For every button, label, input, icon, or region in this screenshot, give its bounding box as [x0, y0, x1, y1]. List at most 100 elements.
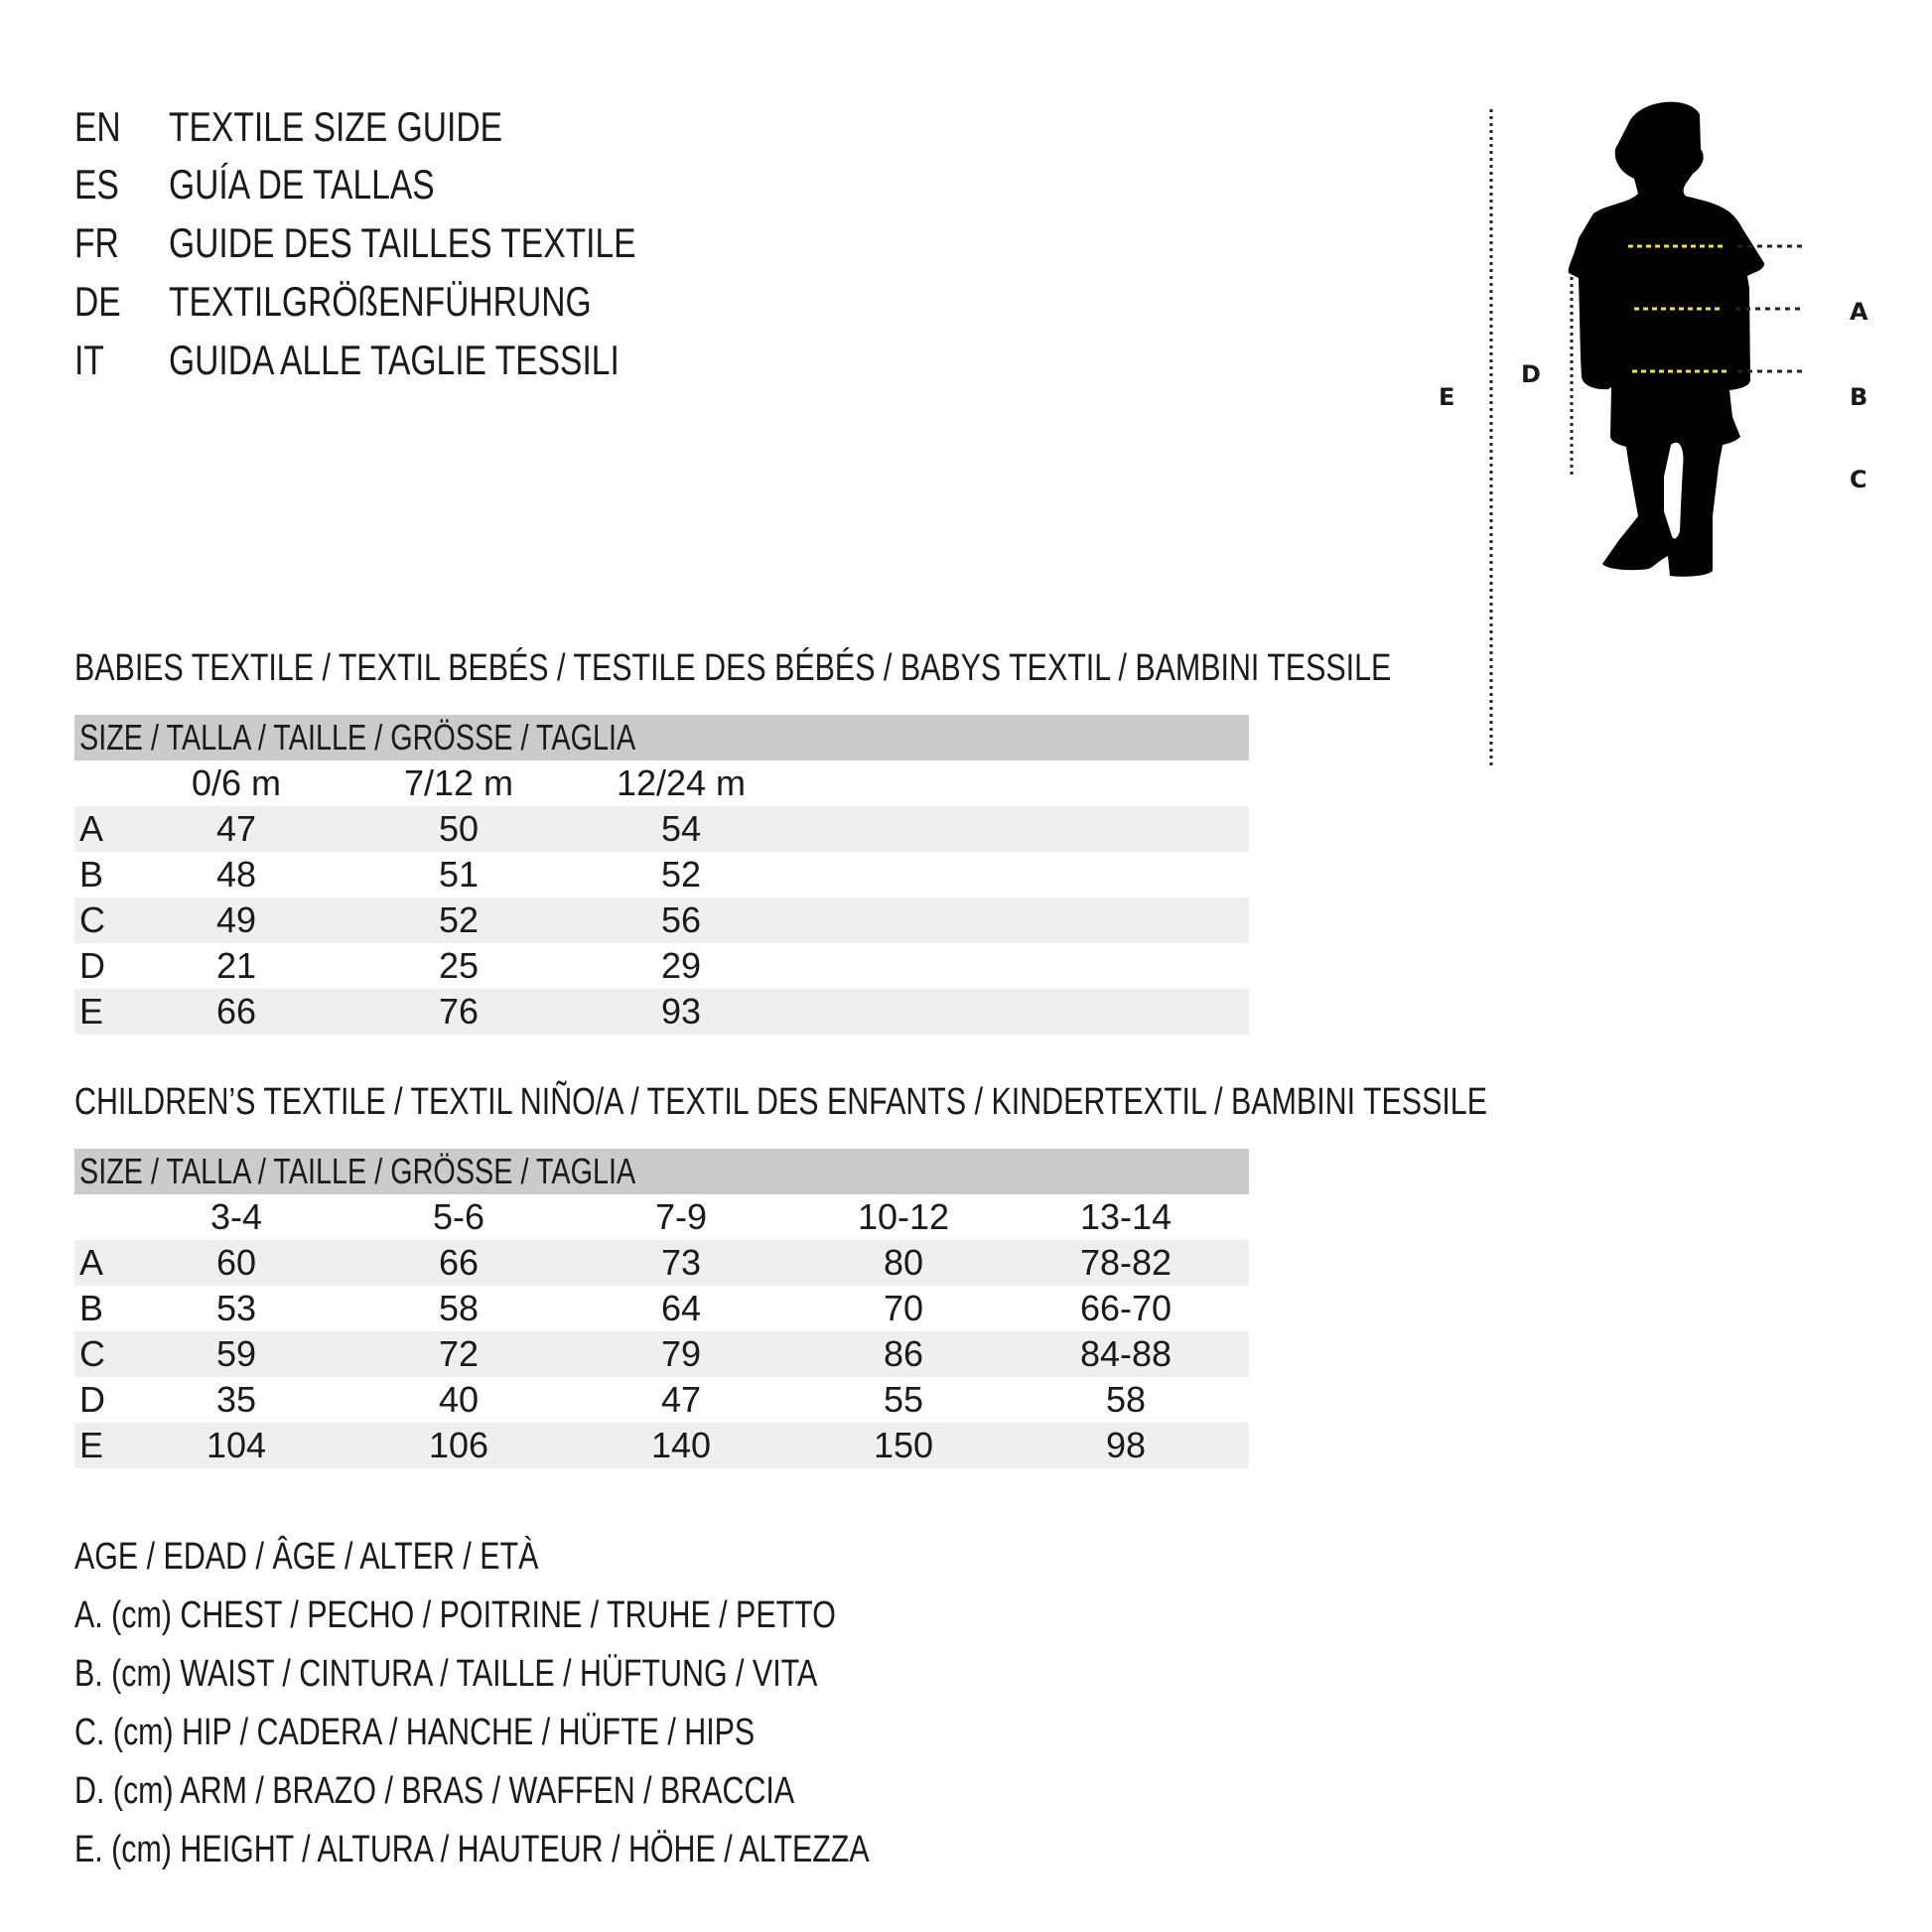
legend-c: C. (cm) HIP / CADERA / HANCHE / HÜFTE / …: [74, 1712, 756, 1753]
title-en: EN TEXTILE SIZE GUIDE: [74, 102, 968, 152]
column-header-row: 3-4 5-6 7-9 10-12 13-14: [74, 1194, 1249, 1240]
table-row: A 60 66 73 80 78-82: [74, 1240, 1249, 1286]
table-cell: 51: [438, 854, 480, 895]
table-cell: 58: [1105, 1379, 1147, 1420]
table-cell: 66-70: [1079, 1288, 1173, 1328]
legend-e: E. (cm) HEIGHT / ALTURA / HAUTEUR / HÖHE…: [74, 1829, 870, 1870]
title-text: GUIDE DES TAILLES TEXTILE: [169, 219, 636, 266]
row-label: C: [79, 1333, 105, 1374]
children-table: SIZE / TALLA / TAILLE / GRÖSSE / TAGLIA …: [74, 1149, 1249, 1468]
column-header: 3-4: [209, 1196, 263, 1237]
table-cell: 21: [215, 945, 257, 986]
column-header: 13-14: [1079, 1196, 1173, 1237]
table-cell: 64: [660, 1288, 702, 1328]
table-cell: 73: [660, 1242, 702, 1283]
child-silhouette-icon: [1568, 101, 1765, 577]
table-row: E 104 106 140 150 98: [74, 1423, 1249, 1468]
table-row: D 35 40 47 55 58: [74, 1377, 1249, 1423]
title-es: ES GUÍA DE TALLAS: [74, 160, 968, 209]
children-heading: CHILDREN’S TEXTILE / TEXTIL NIÑO/A / TEX…: [74, 1079, 1841, 1125]
row-label: D: [79, 945, 105, 986]
table-cell: 53: [215, 1288, 257, 1328]
table-cell: 47: [215, 808, 257, 849]
size-header-row: SIZE / TALLA / TAILLE / GRÖSSE / TAGLIA: [74, 1149, 1249, 1194]
lang-code: DE: [74, 278, 121, 325]
column-header: 5-6: [432, 1196, 485, 1237]
table-cell: 60: [215, 1242, 257, 1283]
lang-code: IT: [74, 337, 104, 383]
row-label: E: [79, 991, 104, 1032]
table-cell: 52: [660, 854, 702, 895]
table-cell: 50: [438, 808, 480, 849]
table-cell: 66: [215, 991, 257, 1032]
table-row: E 66 76 93: [74, 989, 1249, 1035]
column-header: 0/6 m: [191, 762, 282, 803]
table-cell: 58: [438, 1288, 480, 1328]
babies-table: SIZE / TALLA / TAILLE / GRÖSSE / TAGLIA …: [74, 715, 1249, 1035]
table-cell: 80: [883, 1242, 924, 1283]
table-cell: 140: [650, 1425, 712, 1465]
table-cell: 78-82: [1079, 1242, 1173, 1283]
table-cell: 76: [438, 991, 480, 1032]
legend-d: D. (cm) ARM / BRAZO / BRAS / WAFFEN / BR…: [74, 1770, 795, 1812]
legend-b: B. (cm) WAIST / CINTURA / TAILLE / HÜFTU…: [74, 1653, 818, 1695]
size-header-row: SIZE / TALLA / TAILLE / GRÖSSE / TAGLIA: [74, 715, 1249, 760]
table-cell: 72: [438, 1333, 480, 1374]
label-c: C: [1850, 466, 1867, 493]
legend-a: A. (cm) CHEST / PECHO / POITRINE / TRUHE…: [74, 1594, 836, 1636]
row-label: B: [79, 1288, 104, 1328]
table-row: C 59 72 79 86 84-88: [74, 1331, 1249, 1377]
table-cell: 84-88: [1079, 1333, 1173, 1374]
column-header: 7-9: [654, 1196, 708, 1237]
label-e: E: [1439, 383, 1455, 411]
babies-heading: BABIES TEXTILE / TEXTIL BEBÉS / TESTILE …: [74, 645, 1721, 691]
table-cell: 59: [215, 1333, 257, 1374]
table-cell: 70: [883, 1288, 924, 1328]
column-header: 7/12 m: [403, 762, 514, 803]
table-row: C 49 52 56: [74, 897, 1249, 943]
lang-code: EN: [74, 103, 121, 150]
child-silhouette-figure: [1489, 101, 1802, 769]
column-header-row: 0/6 m 7/12 m 12/24 m: [74, 760, 1249, 806]
table-row: B 48 51 52: [74, 852, 1249, 897]
table-row: D 21 25 29: [74, 943, 1249, 989]
table-cell: 66: [438, 1242, 480, 1283]
table-row: B 53 58 64 70 66-70: [74, 1286, 1249, 1331]
table-cell: 49: [215, 899, 257, 940]
legend-age: AGE / EDAD / ÂGE / ALTER / ETÀ: [74, 1536, 539, 1578]
babies-table-body: A 47 50 54 B 48 51 52 C 49 52 56 D 21 25 29 E 66 76 93: [74, 806, 1249, 1035]
title-de: DE TEXTILGRÖßENFÜHRUNG: [74, 277, 968, 327]
table-cell: 56: [660, 899, 702, 940]
table-cell: 35: [215, 1379, 257, 1420]
table-cell: 106: [428, 1425, 489, 1465]
table-cell: 48: [215, 854, 257, 895]
table-cell: 86: [883, 1333, 924, 1374]
babies-heading-text: BABIES TEXTILE / TEXTIL BEBÉS / TESTILE …: [74, 647, 1392, 689]
lang-code: ES: [74, 161, 119, 207]
table-cell: 79: [660, 1333, 702, 1374]
title-text: GUIDA ALLE TAGLIE TESSILI: [169, 337, 620, 383]
row-label: A: [79, 1242, 104, 1283]
table-row: A 47 50 54: [74, 806, 1249, 852]
table-cell: 47: [660, 1379, 702, 1420]
table-cell: 25: [438, 945, 480, 986]
table-cell: 104: [206, 1425, 267, 1465]
row-label: B: [79, 854, 104, 895]
title-text: TEXTILGRÖßENFÜHRUNG: [169, 278, 592, 325]
title-text: GUÍA DE TALLAS: [169, 161, 435, 207]
table-cell: 40: [438, 1379, 480, 1420]
lang-code: FR: [74, 219, 119, 266]
table-cell: 93: [660, 991, 702, 1032]
row-label: A: [79, 808, 104, 849]
table-cell: 55: [883, 1379, 924, 1420]
table-cell: 29: [660, 945, 702, 986]
label-b: B: [1850, 383, 1868, 411]
row-label: D: [79, 1379, 105, 1420]
table-cell: 52: [438, 899, 480, 940]
title-it: IT GUIDA ALLE TAGLIE TESSILI: [74, 336, 968, 385]
title-text: TEXTILE SIZE GUIDE: [169, 103, 503, 150]
label-a: A: [1850, 298, 1868, 326]
title-fr: FR GUIDE DES TAILLES TEXTILE: [74, 218, 968, 268]
column-header: 10-12: [857, 1196, 950, 1237]
size-header: SIZE / TALLA / TAILLE / GRÖSSE / TAGLIA: [79, 717, 636, 758]
